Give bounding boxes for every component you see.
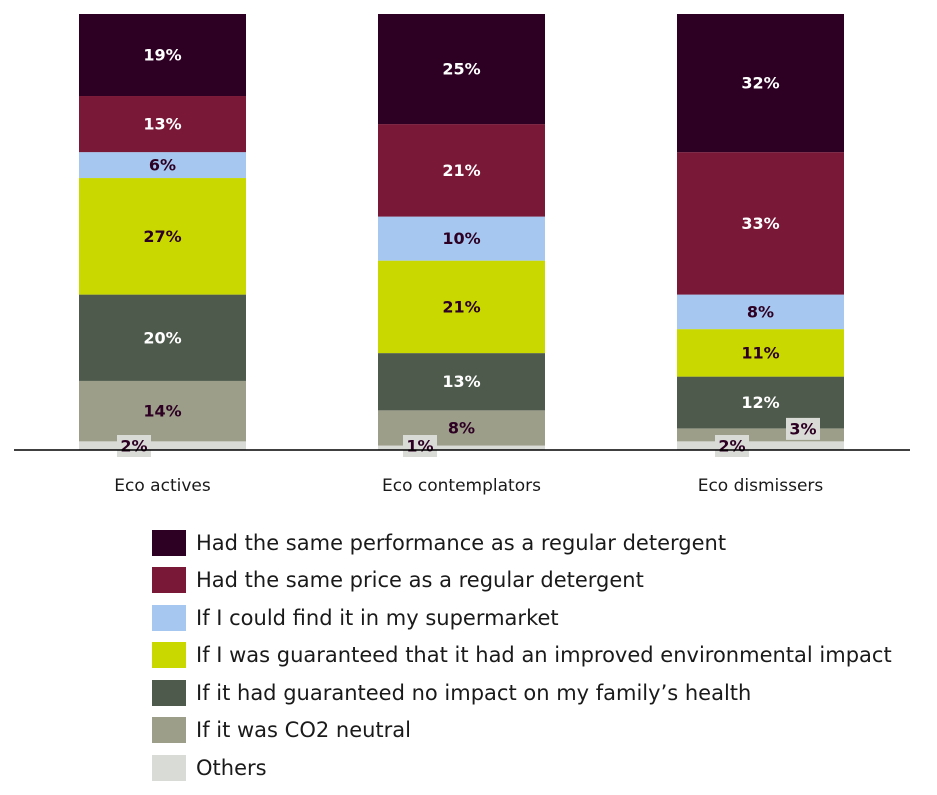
data-label: 27%: [143, 227, 181, 246]
bar-segment: [677, 441, 844, 450]
data-label: 25%: [442, 60, 480, 79]
legend-swatch: [152, 529, 186, 556]
data-label: 6%: [149, 156, 176, 175]
data-label: 21%: [442, 161, 480, 180]
data-label-box: [117, 435, 151, 457]
bar-segment: [677, 329, 844, 377]
data-label: 12%: [741, 393, 779, 412]
bar-segment: [378, 445, 545, 450]
bar-segment: [378, 216, 545, 261]
data-label: 3%: [789, 419, 816, 438]
legend-item: If I was guaranteed that it had an impro…: [152, 637, 892, 675]
legend-label: If it was CO2 neutral: [196, 718, 412, 743]
legend-swatch: [152, 567, 186, 594]
category-label: Eco actives: [114, 476, 211, 496]
bar-segment: [677, 294, 844, 330]
bar-segment: [378, 14, 545, 125]
data-label: 21%: [442, 297, 480, 316]
bar-segment: [79, 380, 246, 442]
legend-item: Others: [152, 749, 892, 787]
legend-swatch: [152, 754, 186, 781]
data-label: 11%: [741, 343, 779, 362]
bar-segment: [79, 441, 246, 450]
data-label: 2%: [120, 437, 147, 456]
chart: 2% 14% 20% 27% 6% 13% 19% Eco actives 1% 8% 13% 21%…: [14, 14, 910, 496]
bar-segment: [79, 178, 246, 295]
data-label: 13%: [143, 115, 181, 134]
data-label-box: [403, 435, 437, 457]
category-label: Eco contemplators: [382, 476, 541, 496]
legend-item: If it had guaranteed no impact on my fam…: [152, 674, 892, 712]
legend-swatch: [152, 679, 186, 706]
data-label: 10%: [442, 229, 480, 248]
legend-item: If it was CO2 neutral: [152, 712, 892, 750]
legend-label: Others: [196, 755, 267, 780]
bar-segment: [378, 260, 545, 354]
bar-segment: [677, 14, 844, 153]
data-label: 1%: [406, 437, 433, 456]
bar-segment: [378, 124, 545, 217]
data-label: 14%: [143, 402, 181, 421]
bar-segment: [79, 152, 246, 179]
data-label: 2%: [718, 437, 745, 456]
data-label: 19%: [143, 46, 181, 65]
legend-swatch: [152, 604, 186, 631]
data-label: 13%: [442, 372, 480, 391]
bar-segment: [79, 96, 246, 153]
data-label: 32%: [741, 74, 779, 93]
legend-label: Had the same price as a regular detergen…: [196, 568, 644, 593]
data-label-box: [786, 417, 820, 440]
bar-segment: [378, 353, 545, 411]
category-label: Eco dismissers: [698, 476, 824, 496]
data-label: 8%: [747, 302, 774, 321]
legend-label: If I could find it in my supermarket: [196, 605, 559, 630]
legend-label: If I was guaranteed that it had an impro…: [196, 643, 892, 668]
legend-swatch: [152, 717, 186, 744]
data-label: 20%: [143, 328, 181, 347]
data-label: 33%: [741, 214, 779, 233]
bar-segment: [79, 294, 246, 381]
legend: Had the same performance as a regular de…: [152, 524, 892, 787]
legend-label: Had the same performance as a regular de…: [196, 530, 727, 555]
legend-swatch: [152, 642, 186, 669]
data-label: 8%: [448, 418, 475, 437]
data-label-box: [715, 435, 749, 457]
legend-label: If it had guaranteed no impact on my fam…: [196, 680, 752, 705]
legend-item: Had the same price as a regular detergen…: [152, 562, 892, 600]
legend-item: Had the same performance as a regular de…: [152, 524, 892, 562]
bar-segment: [79, 14, 246, 97]
bar-segment: [677, 152, 844, 295]
legend-item: If I could find it in my supermarket: [152, 599, 892, 637]
